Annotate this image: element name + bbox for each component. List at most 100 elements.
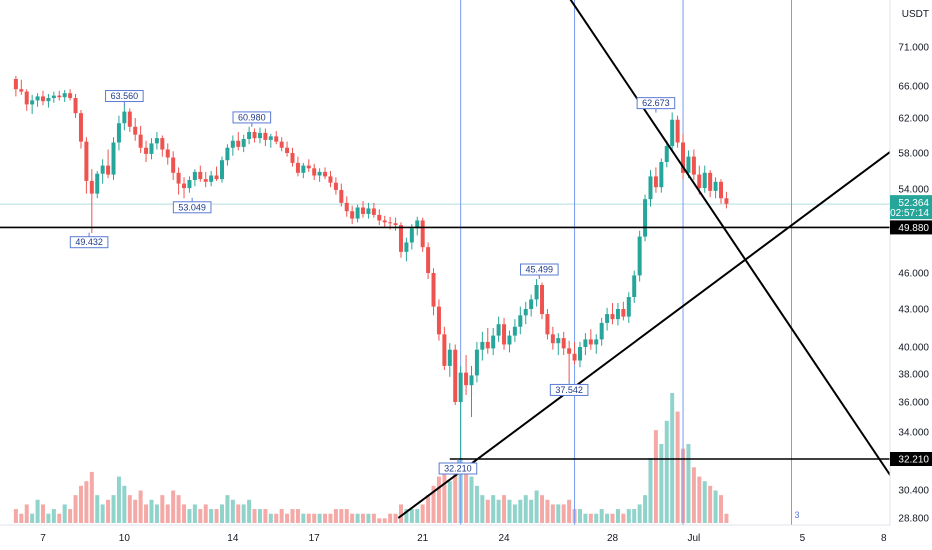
trend-lines [397,0,890,519]
volume-bar [583,513,588,523]
current-price-countdown: 02:57:14 [890,208,929,219]
candle-body [681,142,686,173]
candle-body [84,141,89,181]
candle-body [442,334,447,366]
candle-body [447,349,452,366]
candles [13,75,729,460]
volume-bar [301,513,306,523]
volume-bar [182,504,187,523]
volume-bar [361,513,366,523]
candle-body [252,132,257,139]
volume-bar [344,509,349,523]
candle-body [518,315,523,327]
candle-body [388,222,393,224]
volume-bar [84,481,89,523]
volume-bar [160,495,165,523]
volume-bar [659,444,664,523]
volume-bar [209,509,214,523]
volume-bar [447,481,452,523]
candle-body [160,138,165,150]
price-label-box [105,90,144,103]
candle-body [35,96,40,101]
candle-body [236,140,241,147]
volume-bar [664,420,669,523]
candle-body [496,324,501,336]
volume-bar [257,509,262,523]
candle-body [230,140,235,148]
price-tick: 54.000 [898,185,929,196]
candle-body [274,136,279,142]
candle-body [458,372,463,402]
time-axis-bg [0,525,932,550]
candle-body [588,339,593,345]
candle-body [144,147,149,154]
volume-bar [474,485,479,523]
volume-bar [523,495,528,523]
volume-bar [46,513,51,523]
volume-bar [393,513,398,523]
candle-body [610,314,615,320]
volume-bar [350,513,355,523]
volume-bar [285,513,290,523]
time-tick: 8 [881,533,887,544]
volume-bar [529,499,534,523]
volume-bar [610,513,615,523]
volume-bar [333,509,338,523]
volume-bar [588,513,593,523]
volume-bar [247,499,252,523]
volume-bar [171,490,176,523]
candle-body [653,176,658,188]
volume-bar [187,509,192,523]
price-label: 45.499 [526,265,554,275]
candle-body [198,171,203,180]
price-labels: 63.560 60.980 53.049 49.432 45.499 37.542 32.2… [69,90,676,475]
candle-body [409,228,414,243]
volume-bar [263,509,268,523]
candle-body [719,181,723,199]
candle-body [62,93,67,98]
vertical-line-label: 3 [795,510,800,520]
candle-body [279,141,284,148]
volume-bar [144,504,149,523]
candle-body [285,147,290,153]
volume-bar [702,481,707,523]
price-label-box [69,236,109,249]
candle-body [502,324,507,345]
candle-body [393,223,398,226]
volume-bar [561,504,566,523]
candle-body [209,175,214,182]
candle-body [670,119,675,146]
candle-body [78,113,83,142]
volume-bar [355,513,360,523]
volume-bar [632,509,637,523]
volume-bar [404,509,409,523]
price-label-box [519,263,559,276]
candle-body [111,142,116,175]
volume-bar [165,504,170,523]
price-tick: 40.000 [898,343,929,354]
volume-bar [518,499,523,523]
candle-body [187,180,192,189]
price-label-box [549,383,589,396]
time-tick: Jul [687,533,700,544]
volume-bar [149,499,154,523]
candle-body [257,132,262,139]
volume-bar [100,504,105,523]
candle-body [171,157,176,173]
time-tick: 5 [800,533,806,544]
volume-bar [382,518,387,523]
candle-body [241,139,246,147]
volume-bar [230,499,235,523]
candle-body [95,173,100,194]
candle-body [366,208,371,214]
candle-body [664,146,669,162]
candle-body [333,182,338,190]
volume-bar [268,513,273,523]
candle-body [203,179,208,182]
price-label: 60.980 [238,112,266,122]
time-tick: 28 [607,533,619,544]
candle-body [599,322,604,340]
price-tick: 71.000 [898,43,929,54]
